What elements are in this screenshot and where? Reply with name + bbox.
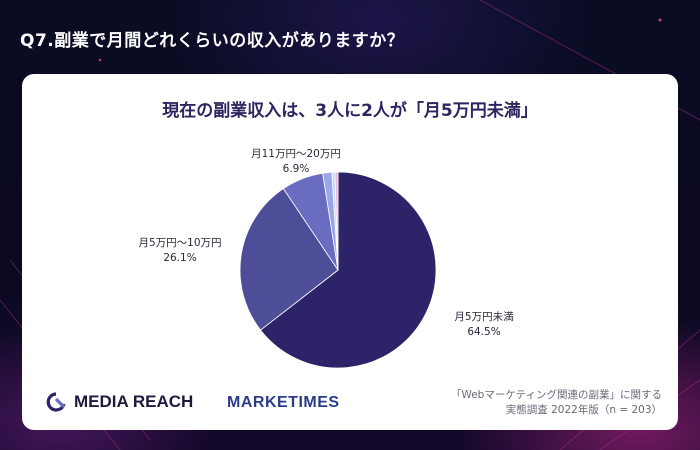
marketimes-logo: MARKETIMES [227, 394, 340, 411]
chart-card: 現在の副業収入は、3人に2人が「月5万円未満」 月11万円〜20万円 6.9% … [22, 74, 678, 430]
label-slice-11-20man-name: 月11万円〜20万円 [251, 148, 341, 160]
source-note: 「Webマーケティング関連の副業」に関する 実態調査 2022年版（n = 20… [451, 388, 662, 418]
source-line-1: 「Webマーケティング関連の副業」に関する [450, 389, 662, 401]
label-slice-5-10man-name: 月5万円〜10万円 [138, 237, 222, 249]
label-slice-under-5man-value: 64.5% [467, 326, 501, 338]
label-slice-5-10man-value: 26.1% [163, 252, 197, 264]
pie-slice-5-10man [239, 188, 339, 331]
pie-slice-under-5man [260, 171, 437, 369]
label-slice-11-20man-value: 6.9% [282, 163, 310, 175]
label-slice-5-10man: 月5万円〜10万円 26.1% [120, 236, 240, 266]
pie-chart [239, 171, 437, 369]
label-slice-11-20man: 月11万円〜20万円 6.9% [236, 147, 356, 177]
label-slice-under-5man-name: 月5万円未満 [454, 311, 514, 323]
media-reach-wordmark: MEDIA REACH [74, 392, 194, 411]
label-slice-under-5man: 月5万円未満 64.5% [434, 310, 534, 340]
media-reach-logo: MEDIA REACH [44, 392, 193, 412]
source-line-2: 実態調査 2022年版（n = 203） [505, 404, 662, 416]
question-title: Q7.副業で月間どれくらいの収入がありますか？ [20, 31, 405, 51]
pie-slice-small-3 [334, 171, 339, 271]
media-reach-mark-icon [46, 392, 66, 412]
chart-headline: 現在の副業収入は、3人に2人が「月5万円未満」 [162, 101, 538, 121]
